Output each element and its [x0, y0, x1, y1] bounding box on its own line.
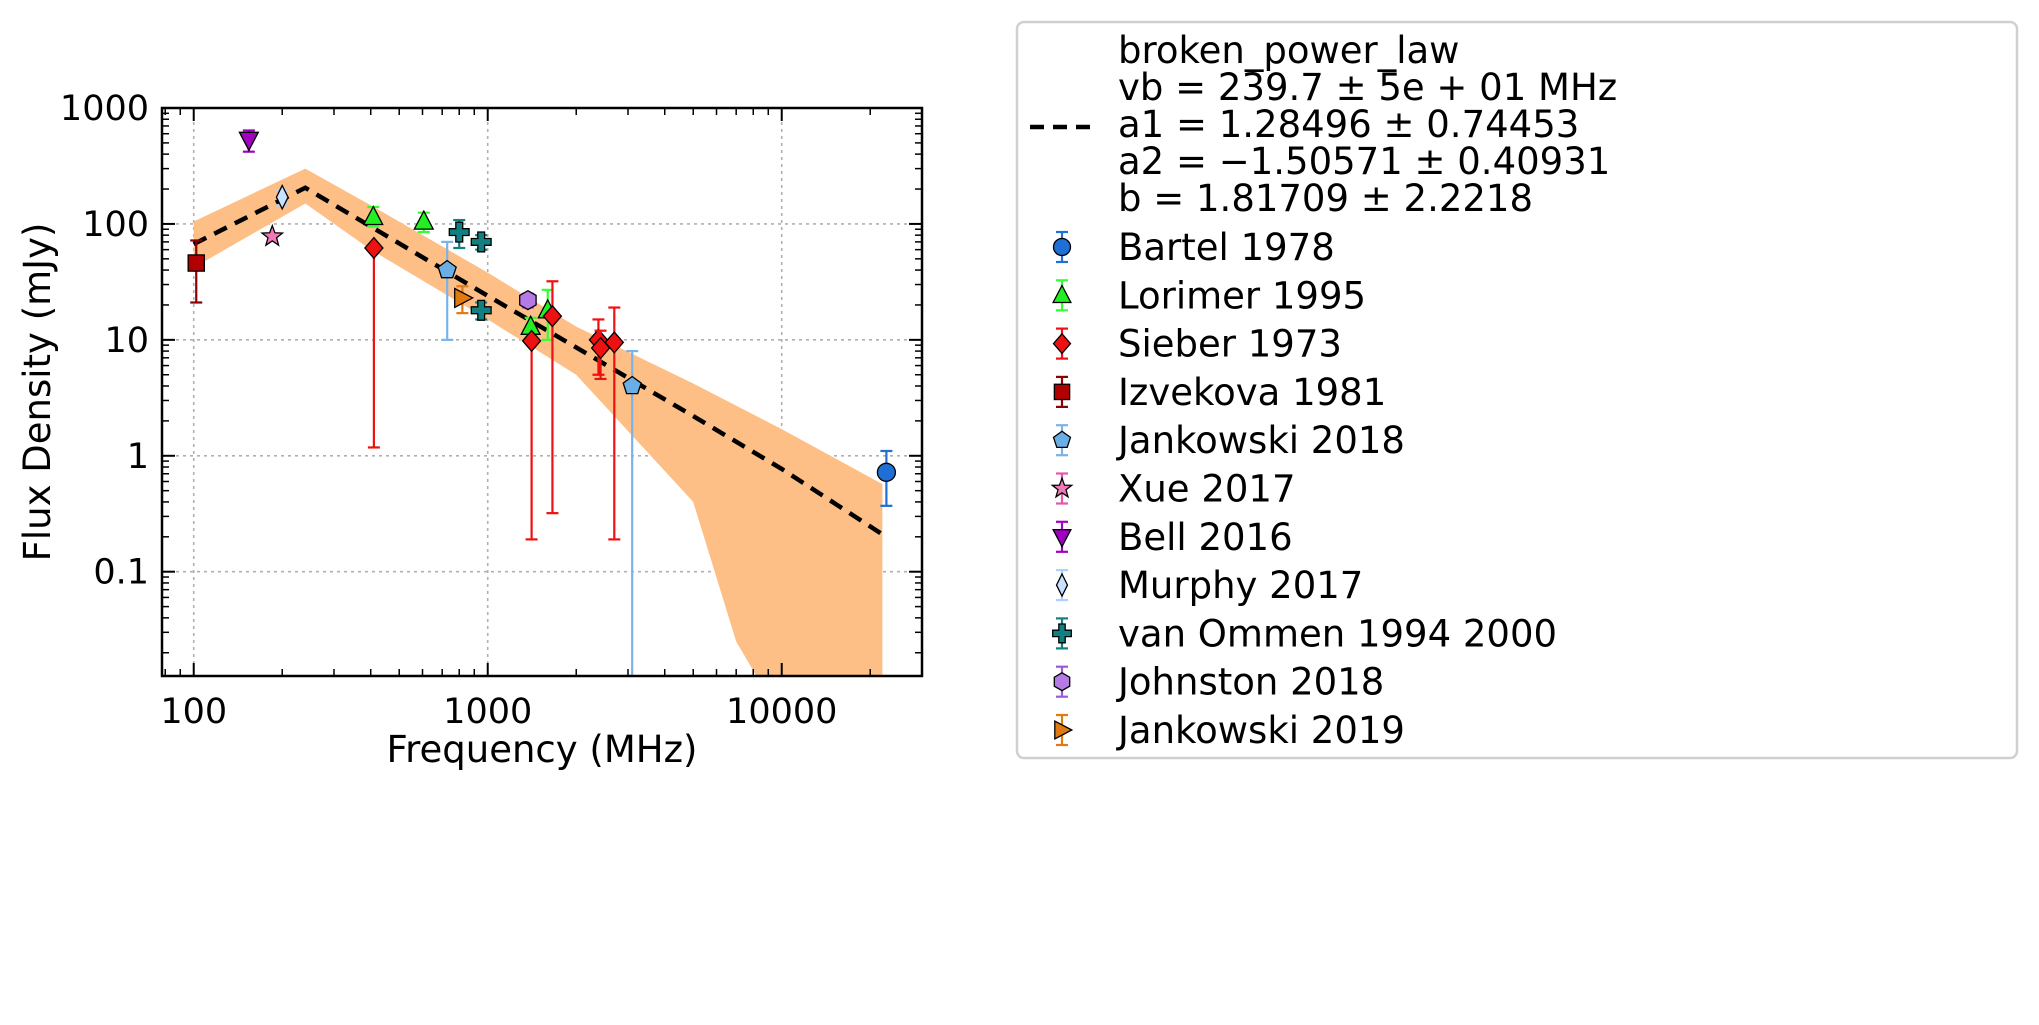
series-bell-2016 — [238, 129, 260, 153]
legend-marker — [1052, 332, 1072, 355]
data-point — [604, 306, 625, 541]
legend-label: Izvekova 1981 — [1118, 371, 1386, 414]
data-point — [364, 236, 384, 449]
series-lorimer-1995 — [362, 205, 559, 341]
data-point — [470, 231, 492, 253]
legend-marker — [1054, 720, 1074, 740]
legend-label: Bell 2016 — [1118, 516, 1293, 559]
y-axis-label: Flux Density (mJy) — [16, 223, 59, 562]
series-jankowski-2018 — [437, 240, 642, 676]
legend-fit-line-3: a2 = −1.50571 ± 0.40931 — [1118, 140, 1610, 183]
legend-entries: Bartel 1978 Lorimer 1995 Sieber 1973 Izveko… — [1050, 226, 1557, 752]
legend-fit-line-2: a1 = 1.28496 ± 0.74453 — [1118, 103, 1579, 146]
legend-entry: Xue 2017 — [1050, 468, 1295, 511]
x-tick-label: 1000 — [443, 692, 532, 732]
legend-entry: Sieber 1973 — [1052, 323, 1342, 366]
data-point — [260, 223, 285, 247]
x-tick-label: 100 — [160, 692, 227, 732]
plot-frame — [160, 106, 924, 678]
data-point — [470, 299, 492, 321]
y-tick-label: 1000 — [60, 89, 149, 129]
legend-label: Jankowski 2019 — [1116, 709, 1405, 752]
data-point — [275, 184, 289, 211]
series-sieber-1973 — [364, 236, 625, 541]
legend-label: Sieber 1973 — [1118, 323, 1342, 366]
data-point — [542, 280, 563, 515]
legend-label: Jankowski 2018 — [1116, 419, 1405, 462]
legend-marker — [1055, 572, 1069, 598]
legend-label: Bartel 1978 — [1118, 226, 1335, 269]
legend-marker — [1052, 237, 1072, 257]
x-axis-label: Frequency (MHz) — [387, 728, 698, 771]
y-tick-label: 1 — [127, 437, 149, 477]
data-point — [187, 239, 206, 304]
legend-fit-line-4: b = 1.81709 ± 2.2218 — [1118, 177, 1533, 220]
legend: broken_power_law vb = 239.7 ± 5e + 01 MH… — [1015, 20, 2019, 760]
data-point — [413, 209, 435, 234]
data-point — [362, 205, 384, 228]
y-tick-label: 10 — [104, 321, 149, 361]
y-tick-label: 100 — [82, 205, 149, 245]
x-tick-label: 10000 — [726, 692, 837, 732]
legend-marker — [1052, 430, 1072, 449]
legend-entry: Johnston 2018 — [1053, 661, 1384, 704]
legend-label: Lorimer 1995 — [1118, 274, 1366, 317]
legend-label: van Ommen 1994 2000 — [1118, 612, 1557, 655]
data-point — [437, 240, 457, 341]
legend-fit-line-1: vb = 239.7 ± 5e + 01 MHz — [1118, 66, 1617, 109]
series-jankowski-2019 — [454, 285, 475, 315]
plot-area: 100 1000 10000 0.1 1 10 100 1000 — [60, 89, 924, 732]
legend-entry: Jankowski 2019 — [1054, 709, 1405, 752]
legend-label: Murphy 2017 — [1118, 564, 1363, 607]
legend-marker — [1053, 383, 1071, 401]
legend-marker — [1050, 476, 1074, 499]
legend-entry: Bell 2016 — [1052, 516, 1293, 559]
axis-ticks: 100 1000 10000 0.1 1 10 100 1000 — [60, 89, 922, 732]
fit-uncertainty-band — [193, 168, 883, 676]
data-points — [187, 129, 897, 676]
legend-entry: Lorimer 1995 — [1052, 274, 1366, 317]
legend-marker — [1053, 672, 1071, 692]
series-van-ommen-1994-2000 — [448, 218, 492, 321]
legend-box — [1015, 20, 2019, 760]
legend-entry: Jankowski 2018 — [1052, 419, 1405, 462]
legend-marker — [1052, 284, 1072, 304]
data-point — [238, 129, 260, 153]
legend-label: Johnston 2018 — [1116, 661, 1384, 704]
series-murphy-2017 — [275, 184, 289, 211]
series-johnston-2018 — [519, 289, 537, 311]
legend-entry: Izvekova 1981 — [1053, 371, 1386, 414]
series-bartel-1978 — [876, 449, 897, 507]
legend-marker — [1052, 623, 1072, 644]
series-izvekova-1981 — [187, 239, 206, 304]
data-point — [448, 218, 470, 250]
legend-label: Xue 2017 — [1118, 468, 1295, 511]
data-point — [622, 349, 642, 676]
legend-marker — [1052, 528, 1072, 549]
data-point — [519, 289, 537, 311]
legend-entry: van Ommen 1994 2000 — [1052, 612, 1557, 655]
legend-entry: Murphy 2017 — [1055, 564, 1363, 607]
data-point — [876, 449, 897, 507]
data-point — [454, 285, 475, 315]
series-xue-2017 — [260, 223, 285, 247]
legend-fit-line-0: broken_power_law — [1118, 29, 1459, 72]
legend-entry: Bartel 1978 — [1052, 226, 1335, 269]
data-point — [521, 329, 542, 541]
y-tick-label: 0.1 — [93, 553, 149, 593]
